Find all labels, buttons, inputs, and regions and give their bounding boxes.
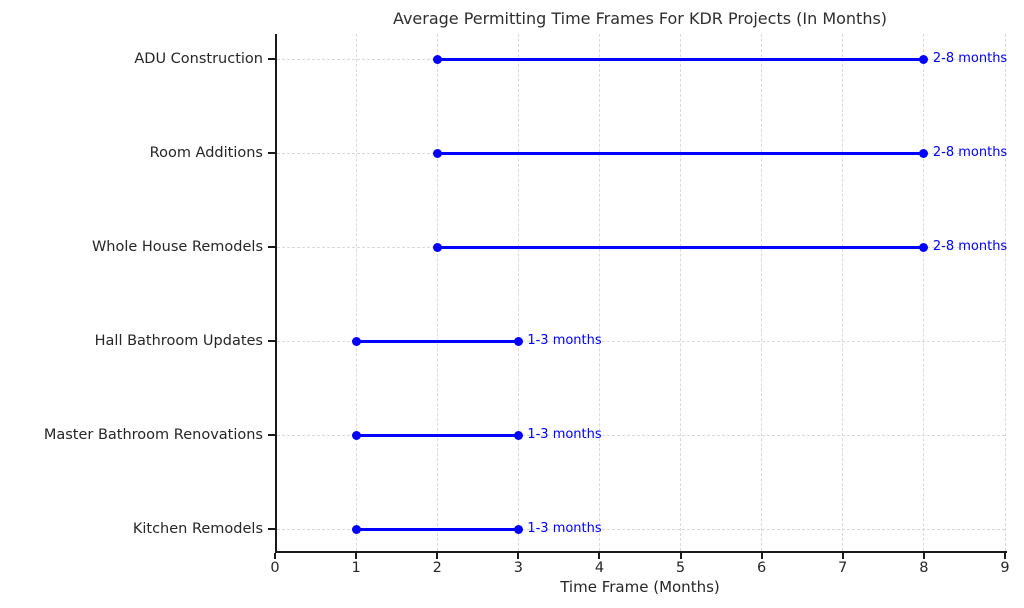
x-tick-mark (679, 553, 682, 559)
x-tick-label: 0 (270, 560, 280, 576)
x-tick-mark (274, 553, 276, 559)
x-tick-label: 2 (432, 560, 442, 576)
range-marker-start (432, 242, 442, 252)
y-tick-mark (268, 528, 275, 530)
gridline-vertical (598, 34, 600, 551)
range-annotation: 2-8 months (932, 145, 1008, 160)
x-tick-label: 5 (675, 560, 686, 576)
x-tick-mark (760, 553, 763, 559)
range-annotation: 1-3 months (527, 333, 602, 348)
range-annotation: 2-8 months (932, 239, 1008, 254)
range-line (437, 57, 924, 61)
x-tick-mark (436, 553, 439, 559)
range-line (356, 339, 519, 343)
x-tick-label: 7 (838, 560, 848, 576)
gridline-vertical (842, 34, 844, 551)
range-marker-end (919, 242, 929, 252)
range-line (356, 527, 519, 531)
y-tick-mark (268, 152, 275, 154)
y-tick-mark (268, 58, 275, 60)
x-tick-mark (517, 553, 520, 559)
gridline-vertical (923, 34, 925, 551)
range-marker-end (919, 54, 929, 64)
range-marker-end (513, 430, 523, 440)
category-label: Master Bathroom Renovations (43, 427, 263, 443)
x-tick-label: 1 (351, 560, 361, 576)
range-marker-start (351, 336, 361, 346)
x-tick-label: 6 (757, 560, 767, 576)
gridline-horizontal (277, 528, 1005, 530)
range-annotation: 1-3 months (527, 521, 602, 536)
y-tick-mark (268, 340, 275, 342)
range-marker-end (513, 524, 523, 534)
category-label: ADU Construction (134, 51, 263, 67)
category-label: Hall Bathroom Updates (94, 333, 263, 349)
x-axis-label: Time Frame (Months) (560, 578, 720, 596)
x-tick-mark (922, 553, 925, 559)
gridline-vertical (1004, 34, 1006, 551)
range-annotation: 2-8 months (932, 51, 1008, 66)
x-tick-label: 4 (594, 560, 605, 576)
x-tick-mark (1004, 553, 1006, 559)
range-marker-start (432, 54, 442, 64)
x-tick-mark (598, 553, 601, 559)
gridline-vertical (680, 34, 682, 551)
x-tick-label: 3 (513, 560, 523, 576)
gridline-vertical (355, 34, 357, 551)
x-tick-mark (841, 553, 844, 559)
x-tick-mark (355, 553, 358, 559)
category-label: Room Additions (149, 145, 263, 161)
plot-area: 2-8 months 2-8 months 2-8 months 1-3 months… (275, 34, 1007, 553)
range-line (356, 433, 519, 437)
category-label: Whole House Remodels (91, 239, 263, 255)
range-marker-start (351, 524, 361, 534)
range-line (437, 245, 924, 249)
range-line (437, 151, 924, 155)
range-marker-start (432, 148, 442, 158)
y-tick-mark (268, 434, 275, 436)
gridline-vertical (517, 34, 519, 551)
gridline-vertical (436, 34, 438, 551)
gridline-horizontal (277, 340, 1005, 342)
range-marker-end (513, 336, 523, 346)
category-label: Kitchen Remodels (132, 521, 263, 537)
gridline-vertical (761, 34, 763, 551)
x-tick-label: 9 (1000, 560, 1010, 576)
x-tick-label: 8 (919, 560, 929, 576)
chart-title: Average Permitting Time Frames For KDR P… (392, 9, 888, 28)
gridline-horizontal (277, 434, 1005, 436)
range-annotation: 1-3 months (527, 427, 602, 442)
range-marker-end (919, 148, 929, 158)
range-marker-start (351, 430, 361, 440)
y-tick-mark (268, 246, 275, 248)
